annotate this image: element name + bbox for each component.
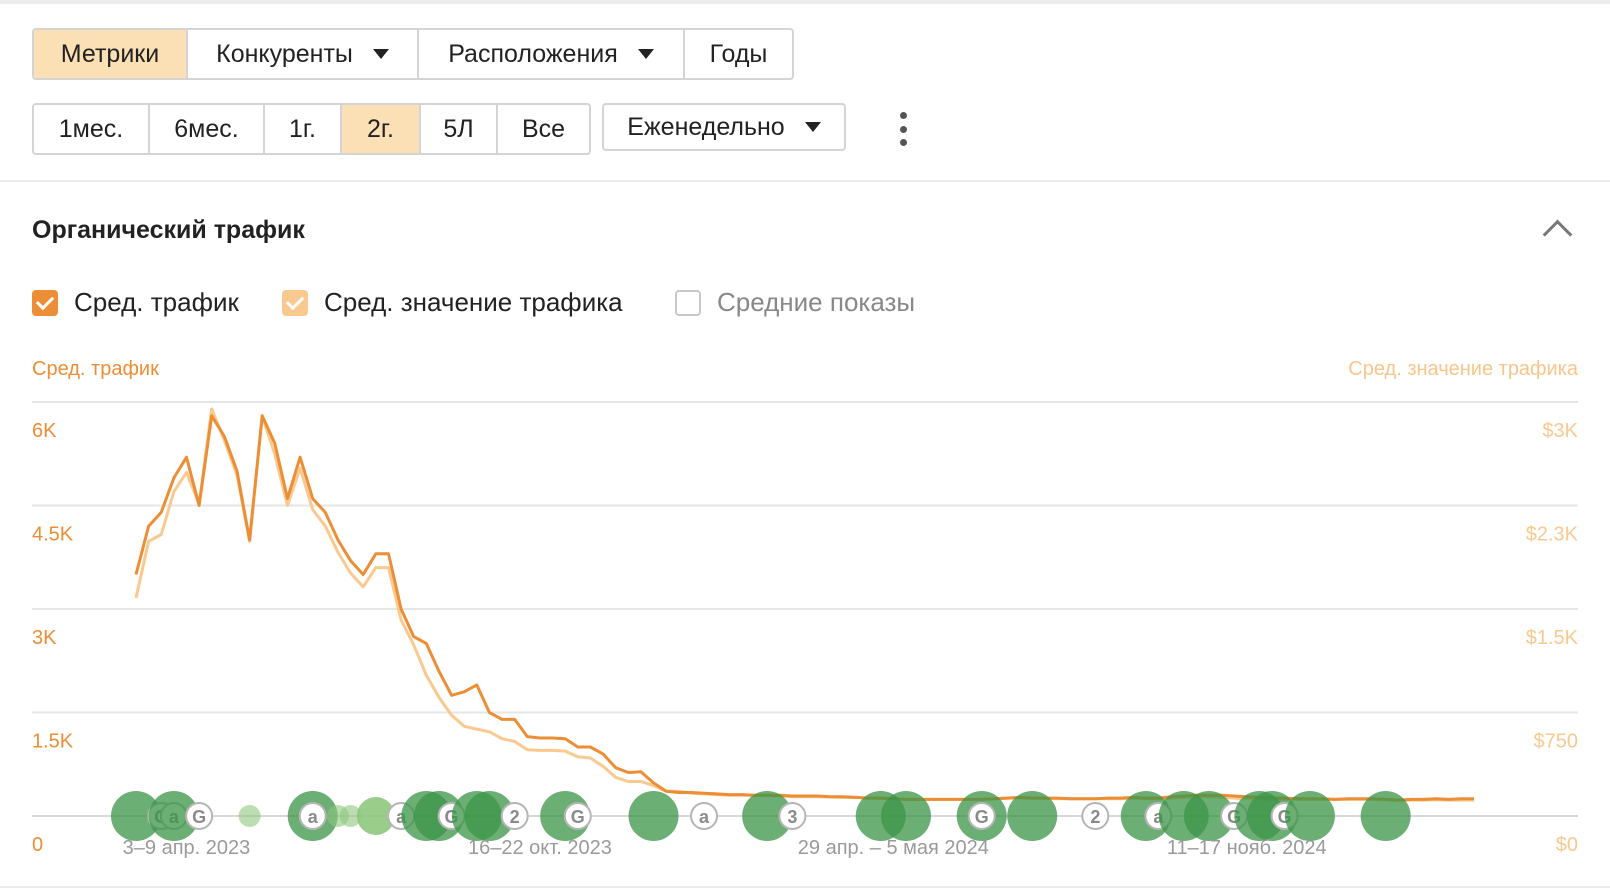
y-right-tick-label: $750 bbox=[1534, 731, 1579, 753]
event-badge-label: 2 bbox=[1090, 807, 1100, 827]
x-tick-label: 29 апр. – 5 мая 2024 bbox=[798, 837, 989, 859]
chevron-down-icon bbox=[372, 49, 389, 59]
event-marker bbox=[464, 791, 515, 841]
tab-years-label: Годы bbox=[709, 39, 768, 68]
range-1-year[interactable]: 1г. bbox=[265, 105, 342, 153]
divider bbox=[0, 180, 1610, 182]
event-badge-label: G bbox=[975, 807, 989, 827]
tab-competitors[interactable]: Конкуренты bbox=[188, 30, 419, 78]
series-line-avg-traffic-value bbox=[134, 407, 1474, 802]
range-all-label: Все bbox=[521, 114, 566, 143]
more-options-icon[interactable] bbox=[895, 112, 911, 146]
y-axis-right-title: Сред. значение трафика bbox=[1348, 358, 1578, 380]
y-right-tick-label: $0 bbox=[1556, 834, 1578, 856]
event-badge-label: G bbox=[571, 807, 585, 827]
event-marker bbox=[1007, 791, 1058, 841]
range-6-months[interactable]: 6мес. bbox=[150, 105, 265, 153]
legend-avg-traffic-label: Сред. трафик bbox=[74, 287, 239, 317]
event-badge-label: 3 bbox=[787, 807, 797, 827]
event-badge-label: G bbox=[192, 807, 206, 827]
event-marker bbox=[339, 805, 362, 827]
tab-competitors-label: Конкуренты bbox=[216, 39, 353, 68]
legend-avg-traffic-value-label: Сред. значение трафика bbox=[324, 287, 623, 317]
range-2-years[interactable]: 2г. bbox=[342, 105, 421, 153]
y-left-tick-label: 4.5K bbox=[32, 524, 74, 546]
y-left-tick-label: 6K bbox=[32, 420, 57, 442]
range-5-years-label: 5Л bbox=[443, 114, 474, 143]
checkbox-checked-icon[interactable] bbox=[282, 289, 308, 316]
event-marker bbox=[148, 791, 199, 841]
event-badge bbox=[185, 802, 214, 830]
y-left-tick-label: 3K bbox=[32, 627, 57, 649]
event-badge bbox=[690, 802, 719, 830]
interval-select[interactable]: Еженедельно bbox=[602, 103, 846, 151]
event-marker bbox=[1360, 791, 1411, 841]
event-marker bbox=[111, 791, 161, 841]
organic-traffic-chart: 0$01.5K$7503K$1.5K4.5K$2.3K6K$3KGaGaaG2G… bbox=[32, 401, 1579, 859]
event-marker bbox=[628, 791, 679, 841]
event-marker bbox=[1183, 791, 1234, 841]
tab-locations[interactable]: Расположения bbox=[419, 30, 685, 78]
legend-avg-traffic-value[interactable]: Сред. значение трафика bbox=[282, 287, 623, 318]
chevron-down-icon bbox=[804, 122, 821, 132]
divider-bottom bbox=[0, 886, 1610, 888]
event-badge-label: a bbox=[308, 807, 319, 827]
top-border bbox=[0, 0, 1610, 4]
section-title: Органический трафик bbox=[32, 216, 305, 244]
view-tabs: Метрики Конкуренты Расположения Годы bbox=[32, 28, 794, 80]
legend-avg-impressions-label: Средние показы bbox=[717, 287, 916, 317]
event-badge-label: a bbox=[699, 807, 710, 827]
y-right-tick-label: $2.3K bbox=[1526, 524, 1579, 546]
event-marker bbox=[880, 791, 931, 841]
event-marker bbox=[742, 791, 793, 841]
event-badge bbox=[500, 802, 529, 830]
range-selector: 1мес. 6мес. 1г. 2г. 5Л Все bbox=[32, 103, 591, 155]
tab-locations-label: Расположения bbox=[448, 39, 618, 68]
tab-metrics[interactable]: Метрики bbox=[34, 30, 188, 78]
y-left-tick-label: 1.5K bbox=[32, 731, 74, 753]
legend-avg-traffic[interactable]: Сред. трафик bbox=[32, 287, 239, 318]
chevron-down-icon bbox=[637, 49, 654, 59]
range-all[interactable]: Все bbox=[498, 105, 589, 153]
y-axis-left-title: Сред. трафик bbox=[32, 358, 159, 380]
event-badge bbox=[563, 802, 592, 830]
y-right-tick-label: $3K bbox=[1542, 420, 1578, 442]
range-1-month[interactable]: 1мес. bbox=[34, 105, 150, 153]
range-2-years-label: 2г. bbox=[367, 114, 394, 143]
y-right-tick-label: $1.5K bbox=[1526, 627, 1579, 649]
legend-avg-impressions[interactable]: Средние показы bbox=[675, 287, 915, 318]
event-badge bbox=[778, 802, 807, 830]
chevron-up-icon[interactable] bbox=[1542, 219, 1573, 250]
event-badge bbox=[298, 802, 327, 830]
event-marker bbox=[356, 797, 395, 835]
event-badge-label: 2 bbox=[510, 807, 520, 827]
series-line-avg-traffic bbox=[134, 414, 1474, 802]
x-tick-label: 3–9 апр. 2023 bbox=[123, 837, 251, 859]
dot bbox=[899, 125, 907, 133]
checkbox-checked-icon[interactable] bbox=[32, 289, 58, 316]
range-1-year-label: 1г. bbox=[289, 114, 316, 143]
interval-select-label: Еженедельно bbox=[627, 112, 785, 141]
tab-years[interactable]: Годы bbox=[685, 30, 792, 78]
range-5-years[interactable]: 5Л bbox=[421, 105, 498, 153]
x-tick-label: 16–22 окт. 2023 bbox=[468, 837, 612, 859]
range-6-months-label: 6мес. bbox=[174, 114, 239, 143]
dot bbox=[899, 139, 907, 146]
tab-metrics-label: Метрики bbox=[60, 39, 160, 68]
event-badge bbox=[1081, 802, 1110, 830]
y-left-tick-label: 0 bbox=[32, 834, 43, 856]
dot bbox=[899, 112, 907, 119]
range-1-month-label: 1мес. bbox=[58, 114, 124, 143]
event-marker bbox=[1284, 791, 1335, 841]
event-badge bbox=[967, 802, 996, 830]
event-marker bbox=[238, 805, 261, 827]
checkbox-unchecked-icon[interactable] bbox=[675, 289, 701, 316]
x-tick-label: 11–17 нояб. 2024 bbox=[1167, 837, 1327, 859]
